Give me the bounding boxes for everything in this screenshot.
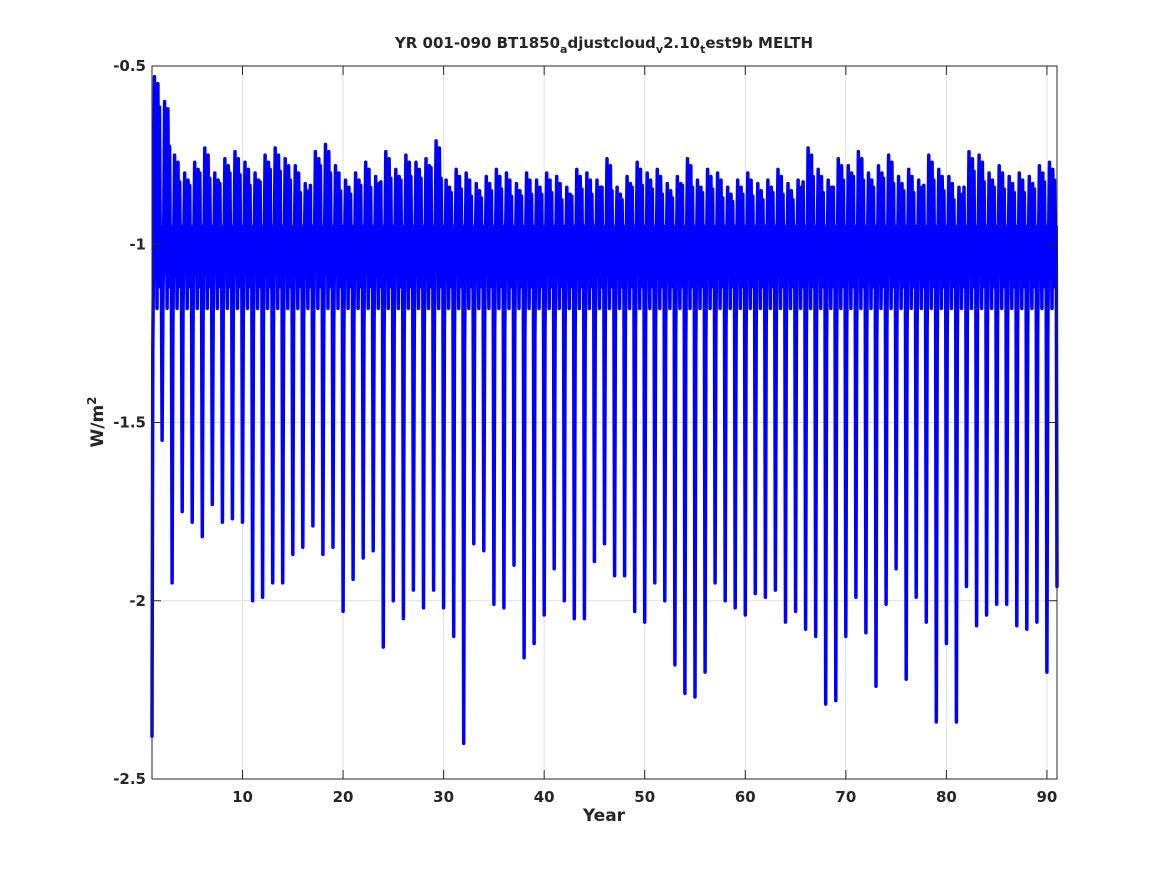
melth-series-line	[150, 74, 1059, 746]
series-layer	[150, 74, 1059, 746]
x-tick-label: 90	[1037, 788, 1058, 806]
x-axis-label: Year	[582, 806, 626, 826]
x-tick-label: 30	[433, 788, 454, 806]
x-tick-label: 40	[534, 788, 555, 806]
y-axis-label: W/m2	[85, 396, 108, 447]
x-tick-label: 60	[735, 788, 756, 806]
y-tick-labels: -2.5 -2 -1.5 -1 -0.5	[113, 57, 146, 788]
y-tick-label: -2	[129, 592, 146, 610]
y-tick-label: -1	[129, 235, 146, 253]
x-tick-label: 70	[835, 788, 856, 806]
y-tick-label: -1.5	[113, 414, 146, 432]
x-tick-labels: 10 20 30 40 50 60 70 80 90	[232, 788, 1057, 806]
x-tick-label: 50	[634, 788, 655, 806]
x-tick-label: 80	[936, 788, 957, 806]
y-tick-label: -0.5	[113, 57, 146, 75]
chart-title: YR 001-090 BT1850adjustcloudv2.10test9b …	[394, 34, 813, 56]
y-tick-label: -2.5	[113, 770, 146, 788]
axis-ticks	[152, 65, 1057, 780]
x-tick-label: 10	[232, 788, 253, 806]
x-tick-label: 20	[333, 788, 354, 806]
